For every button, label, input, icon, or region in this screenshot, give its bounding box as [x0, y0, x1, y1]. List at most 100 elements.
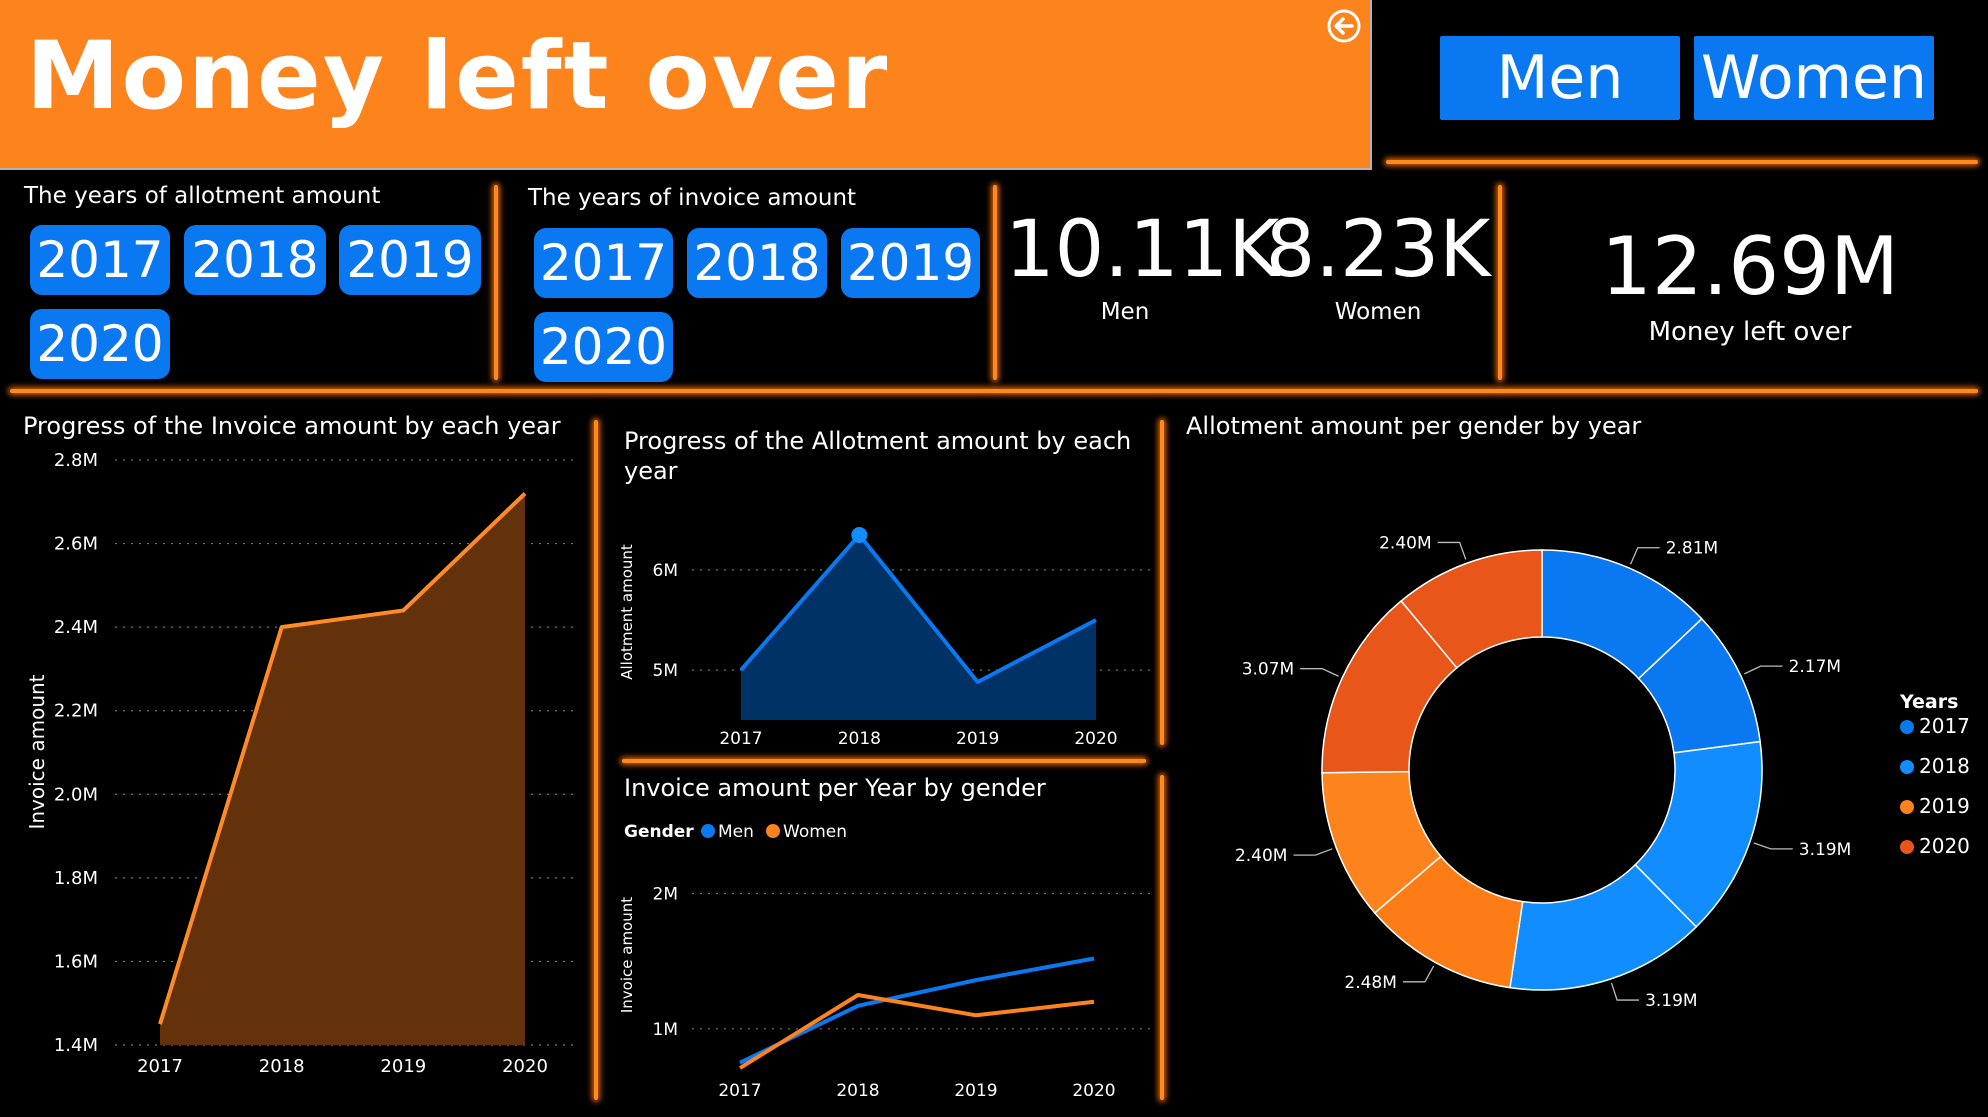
- y-tick-label: 1.4M: [54, 1035, 98, 1056]
- kpi-men-value: 10.11K: [1005, 205, 1280, 295]
- slice-label: 2.48M: [1344, 973, 1397, 993]
- legend-marker: [766, 824, 780, 838]
- chart-invoice-progress-title: Progress of the Invoice amount by each y…: [23, 412, 561, 440]
- divider-slicers: [494, 185, 498, 380]
- allotment-area-fill: [741, 535, 1096, 720]
- y-tick-label: 1.8M: [54, 868, 98, 889]
- invoice-year-2018[interactable]: 2018: [687, 228, 827, 298]
- legend-label: 2018: [1919, 754, 1970, 778]
- divider-chart-2b: [1160, 775, 1164, 1100]
- kpi-men-label: Men: [1100, 299, 1150, 325]
- legend-marker: [1900, 720, 1914, 734]
- x-tick-label: 2018: [838, 729, 881, 749]
- x-tick-label: 2019: [954, 1081, 997, 1101]
- slice-label: 2.17M: [1789, 657, 1842, 677]
- donut-slice: [1400, 549, 1543, 669]
- allotment-max-marker: [851, 527, 868, 543]
- legend-label: Women: [783, 822, 847, 842]
- y-tick-label: 5M: [653, 661, 678, 681]
- divider-kpi-left: [993, 185, 997, 380]
- x-tick-label: 2020: [1072, 1081, 1115, 1101]
- legend-marker: [701, 824, 715, 838]
- slice-leader: [1437, 541, 1467, 560]
- legend-marker: [1900, 840, 1914, 854]
- y-tick-label: 2.6M: [54, 534, 98, 555]
- y-tick-label: 2.8M: [54, 450, 98, 471]
- invoice-year-2019[interactable]: 2019: [841, 228, 980, 298]
- y-axis-label: Invoice amount: [618, 897, 636, 1013]
- kpi-money-label: Money left over: [1648, 317, 1852, 347]
- y-tick-label: 2.4M: [54, 617, 98, 638]
- allotment-gender-donut: 2.81M 2.17M 3.19M 3.19M 2.48M 2.40M 3.07M 2.40M…: [1235, 533, 1970, 1011]
- allotment-year-2020[interactable]: 2020: [30, 309, 170, 379]
- x-tick-label: 2018: [836, 1081, 879, 1101]
- divider-chart-middle: [622, 759, 1146, 763]
- allotment-year-2019[interactable]: 2019: [339, 225, 481, 295]
- slice-label: 2.40M: [1379, 533, 1432, 553]
- x-tick-label: 2019: [956, 729, 999, 749]
- kpi-women-value: 8.23K: [1265, 205, 1491, 295]
- x-tick-label: 2018: [259, 1056, 305, 1077]
- slice-leader: [1293, 848, 1333, 856]
- allotment-line: [739, 533, 1097, 684]
- y-tick-label: 6M: [653, 561, 678, 581]
- divider-chart-2a: [1160, 420, 1164, 745]
- slice-leader: [1300, 668, 1339, 677]
- legend-label: Men: [718, 822, 754, 842]
- chart-invoice-gender-title: Invoice amount per Year by gender: [624, 774, 1046, 802]
- kpi-money-value: 12.69M: [1600, 220, 1900, 313]
- x-tick-label: 2019: [380, 1056, 426, 1077]
- x-tick-label: 2020: [1074, 729, 1117, 749]
- legend-title: Years: [1899, 691, 1958, 713]
- legend-marker: [1900, 760, 1914, 774]
- series-line-women: [738, 993, 1095, 1070]
- x-tick-label: 2017: [718, 1081, 761, 1101]
- invoice-year-2020[interactable]: 2020: [534, 312, 673, 382]
- y-tick-label: 2.2M: [54, 701, 98, 722]
- invoice-progress-chart: 1.4M 1.6M 1.8M 2.0M 2.2M 2.4M 2.6M 2.8M 2017 2018…: [25, 450, 575, 1077]
- invoice-year-2017[interactable]: 2017: [534, 228, 673, 298]
- y-tick-label: 2.0M: [54, 784, 98, 805]
- chart-allotment-progress-title: Progress of the Allotment amount by each…: [624, 427, 1132, 485]
- slice-leader: [1744, 665, 1783, 675]
- slice-label: 3.19M: [1645, 991, 1698, 1011]
- invoice-gender-chart: Gender Men Women 1M 2M 2017 2018 2019 2020 Invoic…: [618, 822, 1150, 1101]
- divider-middle: [10, 389, 1978, 393]
- invoice-slicer-label: The years of invoice amount: [528, 185, 857, 211]
- legend-label: 2019: [1919, 794, 1970, 818]
- allotment-slicer-label: The years of allotment amount: [24, 183, 381, 209]
- slice-label: 2.40M: [1235, 846, 1288, 866]
- divider-chart-1: [594, 420, 598, 1100]
- allotment-year-2018[interactable]: 2018: [184, 225, 326, 295]
- men-button[interactable]: Men: [1440, 36, 1680, 120]
- chart-allotment-gender-title: Allotment amount per gender by year: [1186, 412, 1642, 440]
- x-tick-label: 2017: [719, 729, 762, 749]
- page-title: Money left over: [26, 22, 890, 131]
- y-tick-label: 2M: [653, 885, 678, 905]
- x-tick-label: 2020: [502, 1056, 548, 1077]
- slice-label: 3.07M: [1242, 660, 1295, 680]
- slice-label: 3.19M: [1799, 840, 1852, 860]
- legend-marker: [1900, 800, 1914, 814]
- invoice-area-fill: [160, 493, 525, 1045]
- y-tick-label: 1.6M: [54, 951, 98, 972]
- legend-label: 2017: [1919, 714, 1970, 738]
- allotment-progress-chart: 5M 6M 2017 2018 2019 2020 Allotment amount: [618, 527, 1150, 749]
- slice-leader: [1753, 842, 1793, 850]
- back-arrow-icon[interactable]: [1326, 8, 1362, 44]
- women-button[interactable]: Women: [1694, 36, 1934, 120]
- slice-leader: [1402, 965, 1435, 983]
- y-axis-label: Invoice amount: [25, 674, 49, 829]
- x-tick-label: 2017: [137, 1056, 183, 1077]
- y-tick-label: 1M: [653, 1020, 678, 1040]
- allotment-year-2017[interactable]: 2017: [30, 225, 170, 295]
- kpi-women-label: Women: [1334, 299, 1422, 325]
- slice-leader: [1610, 982, 1640, 1001]
- divider-top-right: [1386, 160, 1978, 164]
- series-line-men: [739, 956, 1095, 1065]
- y-axis-label: Allotment amount: [618, 544, 636, 680]
- slice-leader: [1629, 547, 1660, 565]
- header-banner: [0, 0, 1372, 170]
- slice-label: 2.81M: [1666, 539, 1719, 559]
- legend-label: 2020: [1919, 834, 1970, 858]
